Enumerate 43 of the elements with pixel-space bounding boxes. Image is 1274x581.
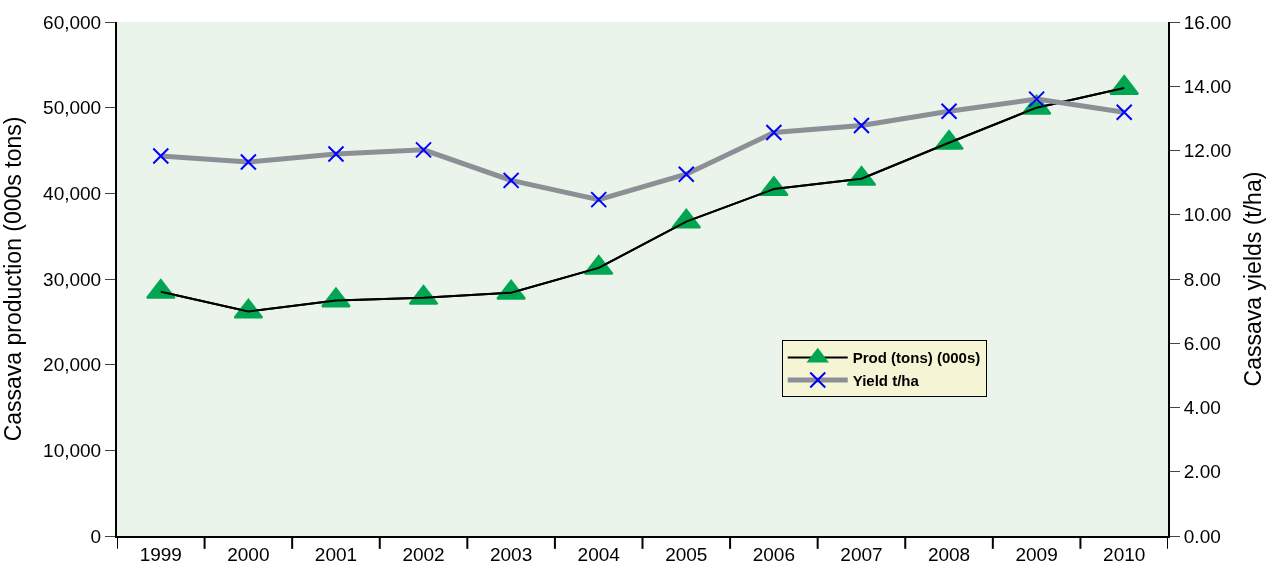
point bbox=[765, 124, 783, 142]
y2-tick-label: 10.00 bbox=[1183, 204, 1232, 226]
point bbox=[1115, 103, 1133, 121]
y2-tick-label: 2.00 bbox=[1183, 461, 1221, 483]
legend-label: Prod (tons) (000s) bbox=[852, 349, 981, 367]
point bbox=[415, 141, 433, 159]
y2-tick-label: 16.00 bbox=[1183, 11, 1232, 33]
x-tick-label: 2008 bbox=[927, 543, 971, 565]
point bbox=[152, 147, 170, 165]
x-tick-label: 1999 bbox=[139, 543, 182, 565]
y2-tick-label: 6.00 bbox=[1183, 332, 1221, 354]
point bbox=[590, 191, 608, 209]
y-tick-label: 50,000 bbox=[43, 97, 102, 119]
x-tick-label: 2007 bbox=[840, 543, 883, 565]
y-tick-label: 40,000 bbox=[43, 182, 102, 204]
x-tick-label: 2009 bbox=[1015, 543, 1058, 565]
y2-axis-title: Cassava yields (t/ha) bbox=[1240, 171, 1267, 387]
x-tick-label: 2006 bbox=[752, 543, 796, 565]
legend-label: Yield t/ha bbox=[852, 371, 920, 389]
x-tick-label: 2005 bbox=[665, 543, 708, 565]
x-tick-label: 2010 bbox=[1103, 543, 1146, 565]
x-tick-label: 2000 bbox=[227, 543, 270, 565]
y-axis-title: Cassava production (000s tons) bbox=[0, 116, 27, 442]
y-tick-label: 10,000 bbox=[43, 439, 102, 461]
y-tick-label: 60,000 bbox=[43, 11, 102, 33]
y2-tick-label: 0.00 bbox=[1183, 525, 1221, 547]
y2-tick-label: 12.00 bbox=[1183, 140, 1232, 162]
point bbox=[502, 171, 520, 189]
point bbox=[677, 165, 695, 183]
point bbox=[327, 145, 345, 163]
y-tick-label: 0 bbox=[90, 525, 102, 547]
point bbox=[940, 102, 958, 120]
y2-tick-label: 14.00 bbox=[1183, 75, 1232, 97]
point bbox=[852, 116, 870, 134]
y2-tick-label: 4.00 bbox=[1183, 397, 1221, 419]
x-tick-label: 2002 bbox=[402, 543, 445, 565]
point bbox=[239, 153, 257, 171]
x-tick-label: 2001 bbox=[314, 543, 358, 565]
x-tick-label: 2004 bbox=[577, 543, 621, 565]
y-tick-label: 30,000 bbox=[43, 268, 102, 290]
y-tick-label: 20,000 bbox=[43, 354, 102, 376]
y2-tick-label: 8.00 bbox=[1183, 268, 1221, 290]
x-tick-label: 2003 bbox=[489, 543, 533, 565]
